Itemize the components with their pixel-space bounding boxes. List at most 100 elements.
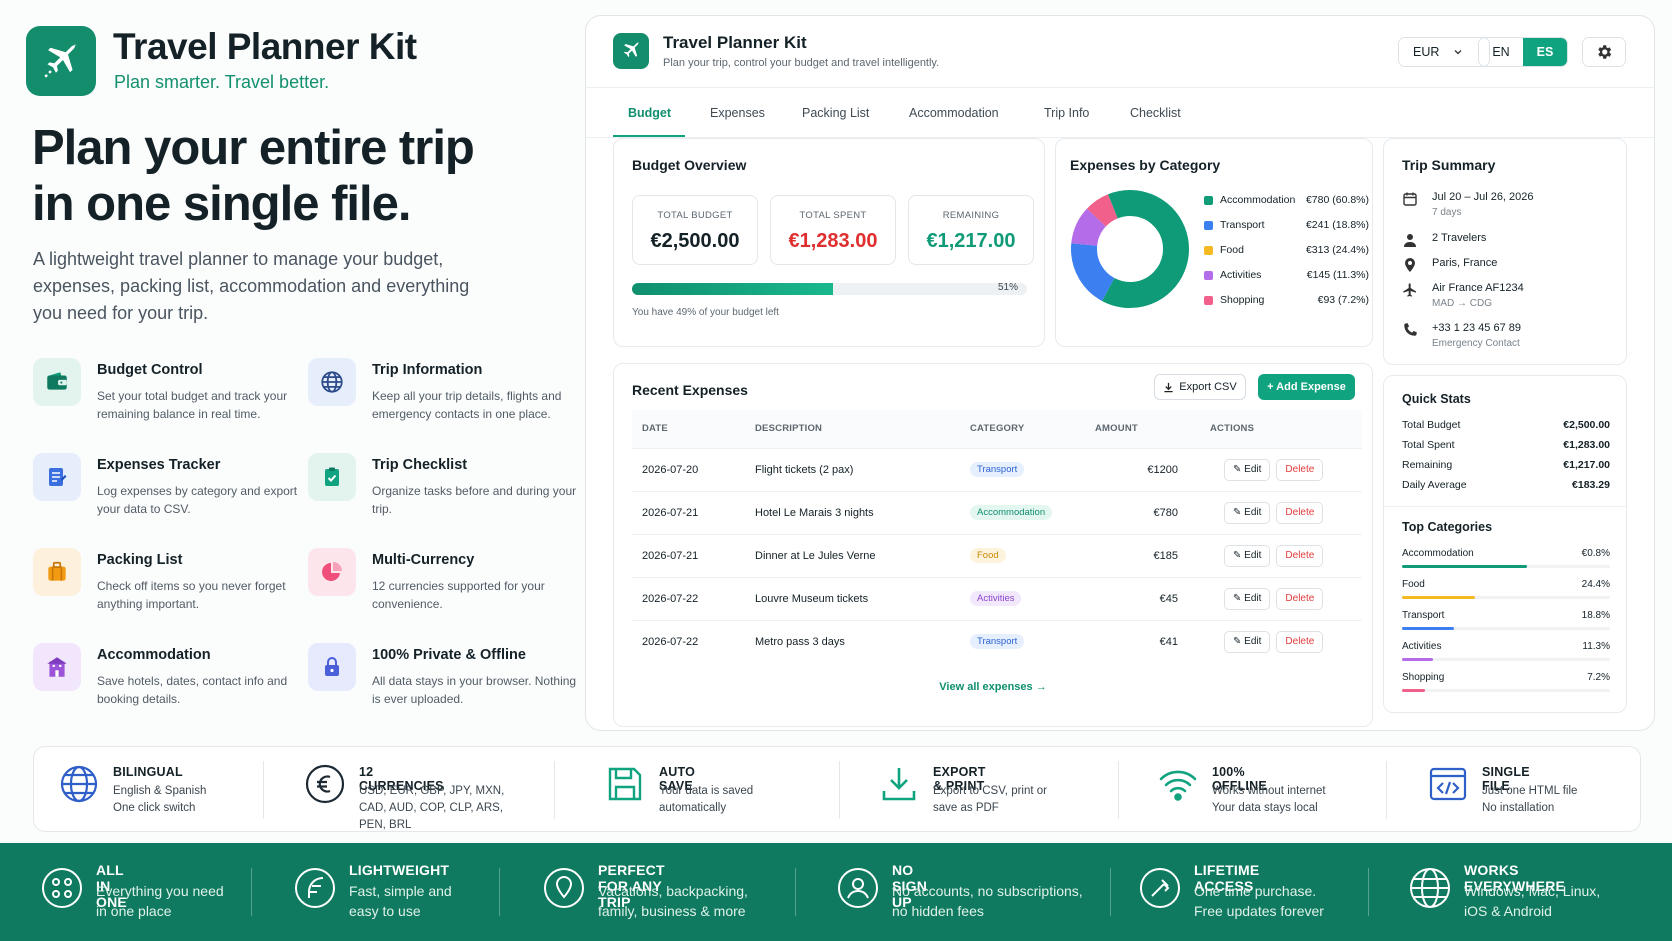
strip-desc: Export to CSV, print or save as PDF (933, 785, 1047, 814)
app-header: Travel Planner Kit Plan your trip, contr… (586, 16, 1654, 88)
delete-button[interactable]: Delete (1276, 458, 1324, 481)
feature-multi-currency: Multi-Currency 12 currencies supported f… (308, 548, 578, 628)
top-category-pct: 11.3% (1582, 641, 1610, 652)
expense-date: 2026-07-22 (632, 619, 745, 663)
budget-progress-fill (632, 283, 834, 295)
feature-title: Expenses Tracker (97, 457, 221, 473)
euro-icon (305, 764, 345, 804)
delete-button[interactable]: Delete (1276, 501, 1324, 524)
brand-title: Travel Planner Kit (113, 26, 417, 67)
save-icon (608, 767, 642, 801)
divider (1368, 868, 1369, 916)
benefit-title: LIFETIME ACCESS (1194, 862, 1260, 894)
strip-title: BILINGUAL (113, 765, 183, 779)
quick-stats-card: Quick Stats Total Budget €2,500.00 Total … (1383, 375, 1627, 713)
summary-phone-text: +33 1 23 45 67 89 (1432, 322, 1521, 334)
edit-button[interactable]: ✎ Edit (1224, 587, 1271, 610)
strip-title: SINGLE FILE (1482, 765, 1530, 793)
quick-stat-label: Total Budget (1402, 419, 1461, 431)
divider (251, 868, 252, 916)
user-icon (1404, 234, 1416, 247)
expense-category: Activities (960, 576, 1085, 620)
top-category-track (1402, 658, 1610, 661)
expense-amount: €185 (1085, 533, 1200, 577)
top-category-row: Shopping 7.2% (1402, 672, 1610, 700)
tab-checklist[interactable]: Checklist (1130, 106, 1181, 120)
expense-actions: ✎ Edit Delete (1200, 447, 1362, 491)
airplane-icon (44, 43, 77, 78)
top-category-bar (1402, 689, 1425, 692)
donut-slice-remainder (1071, 190, 1189, 308)
legend-value: €780 (60.8%) (1305, 194, 1369, 206)
top-category-row: Activities 11.3% (1402, 641, 1610, 669)
clipboard-check-icon (308, 453, 356, 501)
edit-label: Edit (1244, 506, 1262, 518)
expense-description: Louvre Museum tickets (745, 576, 960, 620)
edit-button[interactable]: ✎ Edit (1224, 630, 1271, 653)
top-category-row: Accommodation €0.8% (1402, 548, 1610, 576)
app-window: Travel Planner Kit Plan your trip, contr… (585, 15, 1655, 731)
delete-button[interactable]: Delete (1276, 587, 1324, 610)
tab-packing-list[interactable]: Packing List (802, 106, 870, 120)
expense-description: Dinner at Le Jules Verne (745, 533, 960, 577)
export-csv-button[interactable]: Export CSV (1154, 374, 1246, 400)
benefit-title: PERFECT FOR ANY TRIP (598, 862, 665, 910)
summary-days-text: 7 days (1432, 207, 1462, 218)
quick-stat-label: Daily Average (1402, 479, 1467, 491)
location-pin-icon (1405, 258, 1415, 272)
top-category-pct: 24.4% (1581, 579, 1610, 590)
legend-value: €93 (7.2%) (1317, 294, 1369, 306)
top-categories-title: Top Categories (1402, 520, 1493, 534)
strip-desc: English & Spanish One click switch (113, 785, 207, 814)
lang-en-button[interactable]: EN (1492, 45, 1510, 59)
legend-food: Food €313 (24.4%) (1204, 243, 1369, 259)
lang-es-button[interactable]: ES (1523, 38, 1567, 66)
category-pill: Accommodation (970, 505, 1053, 520)
total-spent-stat: TOTAL SPENT €1,283.00 (770, 195, 896, 265)
feature-title: Packing List (97, 552, 183, 568)
divider (1118, 761, 1119, 819)
top-category-name: Food (1402, 579, 1425, 590)
delete-button[interactable]: Delete (1276, 544, 1324, 567)
strip-desc: Your data is saved automatically (659, 785, 754, 814)
edit-button[interactable]: ✎ Edit (1224, 544, 1271, 567)
column-header: ACTIONS (1200, 410, 1362, 448)
feature-desc: Log expenses by category and export your… (97, 484, 298, 516)
tab-trip-info[interactable]: Trip Info (1044, 106, 1090, 120)
expense-amount: €780 (1085, 490, 1200, 534)
document-icon (33, 453, 81, 501)
edit-button[interactable]: ✎ Edit (1224, 458, 1271, 481)
delete-button[interactable]: Delete (1276, 630, 1324, 653)
tab-expenses[interactable]: Expenses (710, 106, 765, 120)
currency-select[interactable]: EUR (1398, 37, 1490, 67)
top-category-name: Transport (1402, 610, 1445, 621)
feature-packing-list: Packing List Check off items so you neve… (33, 548, 303, 628)
expense-actions: ✎ Edit Delete (1200, 576, 1362, 620)
table-row: 2026-07-22 Metro pass 3 days Transport €41 ✎… (632, 619, 1362, 663)
expense-category: Food (960, 533, 1085, 577)
globe-icon (308, 358, 356, 406)
legend-swatch (1204, 271, 1213, 280)
legend-label: Shopping (1220, 294, 1265, 306)
tab-budget[interactable]: Budget (628, 106, 672, 120)
recent-expenses-title: Recent Expenses (632, 382, 748, 398)
stat-value: €2,500.00 (650, 230, 740, 252)
add-expense-button[interactable]: + Add Expense (1258, 374, 1355, 400)
edit-button[interactable]: ✎ Edit (1224, 501, 1271, 524)
stat-label: REMAINING (942, 210, 1000, 221)
benefit-desc: One time purchase. Free updates forever (1194, 883, 1324, 919)
edit-label: Edit (1244, 463, 1262, 475)
table-row: 2026-07-20 Flight tickets (2 pax) Transpor… (632, 447, 1362, 491)
column-header: CATEGORY (960, 410, 1085, 448)
budget-overview-title: Budget Overview (632, 157, 747, 173)
view-all-expenses-link[interactable]: View all expenses → (939, 681, 1047, 693)
edit-label: Edit (1244, 635, 1262, 647)
tab-accommodation[interactable]: Accommodation (909, 106, 999, 120)
settings-button[interactable] (1582, 37, 1626, 67)
legend-swatch (1204, 196, 1213, 205)
remaining-stat: REMAINING €1,217.00 (908, 195, 1034, 265)
quick-stat-value: €1,217.00 (1563, 459, 1610, 471)
benefit-title: WORKS EVERYWHERE (1464, 862, 1566, 894)
key-icon (1140, 868, 1180, 908)
quick-stat-total-budget: Total Budget €2,500.00 (1402, 419, 1610, 431)
